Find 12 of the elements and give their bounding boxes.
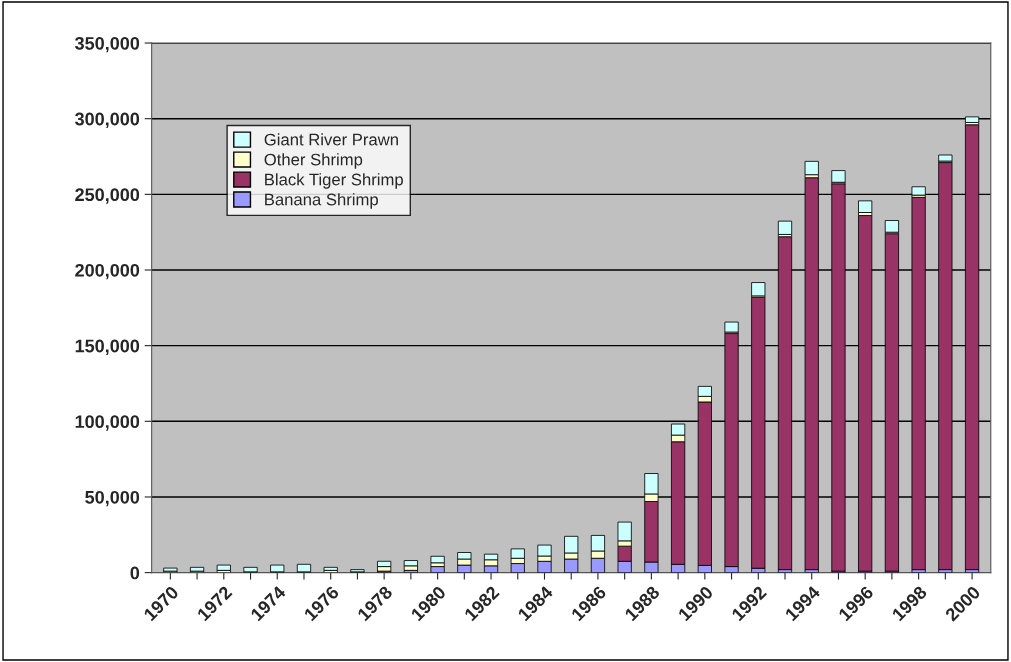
y-tick-label: 150,000 [75,339,140,355]
y-tick-label: 100,000 [75,415,140,431]
legend-label: Giant River Prawn [264,133,398,146]
legend-label: Other Shrimp [264,153,363,169]
y-tick-label: 350,000 [75,36,140,53]
y-tick-label: 50,000 [85,490,140,507]
y-tick-label: 0 [130,566,140,580]
y-tick-label: 200,000 [75,263,140,280]
y-tick-label: 250,000 [75,188,140,204]
y-tick-label: 300,000 [75,112,140,129]
legend-label: Black Tiger Shrimp [265,173,403,189]
legend-label: Banana Shrimp [265,193,378,209]
